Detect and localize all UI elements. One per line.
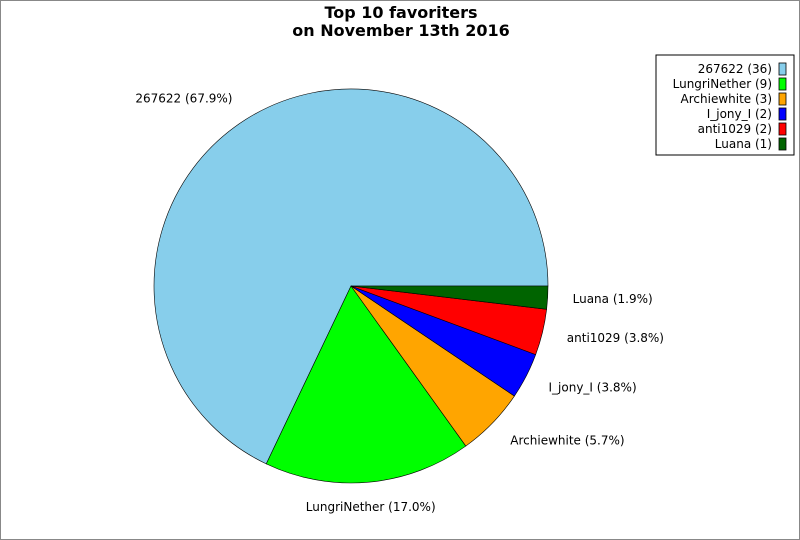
legend-entry-267622: 267622 (36)	[698, 62, 772, 76]
slice-label-I_jony_I: I_jony_I (3.8%)	[549, 380, 637, 394]
legend-swatch-I_jony_I	[778, 107, 787, 121]
legend-swatch-anti1029	[778, 122, 787, 136]
legend-entry-I_jony_I: I_jony_I (2)	[707, 107, 772, 121]
pie-slice-LungriNether	[265, 285, 467, 484]
pie-slice-Luana	[350, 285, 549, 310]
legend-swatch-267622	[778, 62, 787, 76]
legend-swatch-Luana	[778, 137, 787, 151]
legend-box	[655, 54, 795, 156]
slice-label-Luana: Luana (1.9%)	[573, 292, 653, 306]
chart-title-line-1: Top 10 favoriters	[324, 3, 477, 22]
chart-title-line-2: on November 13th 2016	[292, 21, 509, 40]
slice-label-267622: 267622 (67.9%)	[135, 91, 232, 105]
legend-entry-Archiewhite: Archiewhite (3)	[681, 92, 772, 106]
legend-entry-anti1029: anti1029 (2)	[698, 122, 772, 136]
slice-label-LungriNether: LungriNether (17.0%)	[306, 500, 436, 514]
legend-entry-Luana: Luana (1)	[715, 137, 772, 151]
legend-entry-LungriNether: LungriNether (9)	[673, 77, 772, 91]
legend-swatch-LungriNether	[778, 77, 787, 91]
slice-label-anti1029: anti1029 (3.8%)	[567, 331, 664, 345]
slice-label-Archiewhite: Archiewhite (5.7%)	[510, 434, 624, 448]
pie-slice-267622	[153, 88, 549, 465]
legend-swatch-Archiewhite	[778, 92, 787, 106]
